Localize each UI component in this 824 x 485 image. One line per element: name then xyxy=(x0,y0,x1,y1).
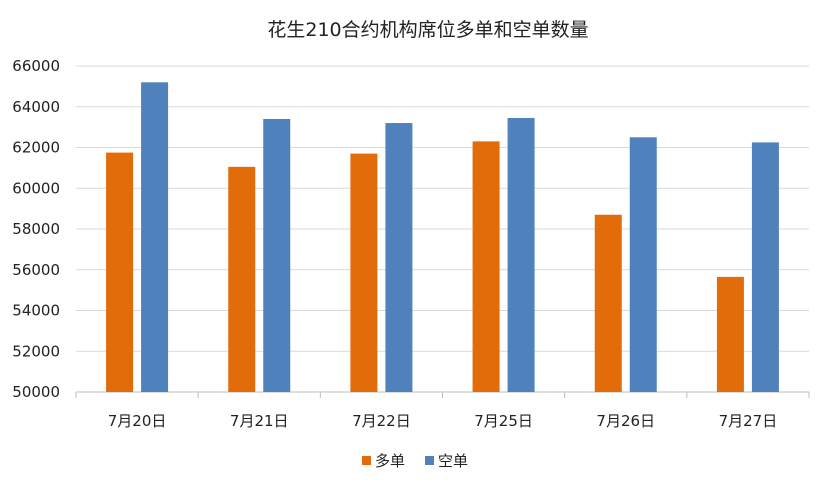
bar-long xyxy=(106,152,134,392)
x-axis-tick-labels: 7月20日 7月21日 7月22日 7月25日 7月26日 7月27日 xyxy=(108,412,777,430)
y-tick-label: 64000 xyxy=(12,98,60,116)
y-tick-label: 50000 xyxy=(12,383,60,401)
bar-short xyxy=(385,123,413,393)
chart-title: 花生210合约机构席位多单和空单数量 xyxy=(267,19,588,41)
legend-label: 空单 xyxy=(438,452,468,470)
bar-short xyxy=(751,142,779,392)
x-tick-label: 7月26日 xyxy=(596,412,655,430)
y-tick-label: 52000 xyxy=(12,342,60,360)
bar-long xyxy=(716,276,744,392)
bar-short xyxy=(141,82,169,393)
bar-short xyxy=(629,137,657,392)
bar-long xyxy=(472,141,500,392)
bars xyxy=(106,82,779,393)
y-tick-label: 60000 xyxy=(12,179,60,197)
y-tick-label: 66000 xyxy=(12,57,60,75)
x-tick-label: 7月27日 xyxy=(719,412,778,430)
legend-swatch xyxy=(362,456,371,465)
legend-label: 多单 xyxy=(375,452,405,470)
x-tick-label: 7月22日 xyxy=(352,412,411,430)
x-tick-label: 7月20日 xyxy=(108,412,167,430)
x-tick-label: 7月21日 xyxy=(230,412,289,430)
y-axis-tick-labels: 50000 52000 54000 56000 58000 60000 62000 64000… xyxy=(12,57,60,401)
bar-short xyxy=(263,118,291,392)
y-tick-label: 62000 xyxy=(12,139,60,157)
y-tick-label: 58000 xyxy=(12,220,60,238)
bar-long xyxy=(350,153,378,392)
gridlines xyxy=(75,65,810,398)
y-tick-label: 56000 xyxy=(12,261,60,279)
legend-swatch xyxy=(425,456,434,465)
y-tick-label: 54000 xyxy=(12,302,60,320)
legend: 多单 空单 xyxy=(362,452,468,470)
x-tick-label: 7月25日 xyxy=(474,412,533,430)
bar-long xyxy=(228,166,256,392)
bar-short xyxy=(507,117,535,393)
bar-long xyxy=(594,214,622,392)
